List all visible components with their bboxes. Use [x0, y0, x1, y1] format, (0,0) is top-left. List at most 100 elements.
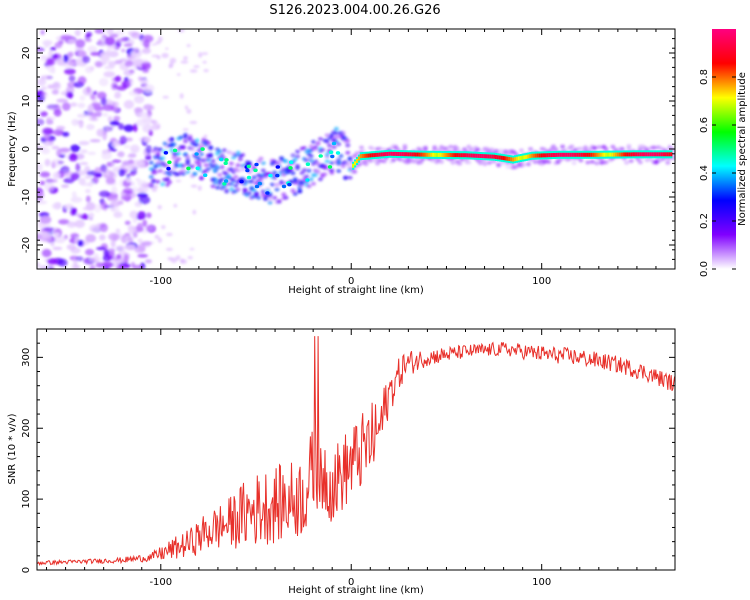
spectrogram-signal-blob [212, 177, 218, 182]
spectrogram-core-inner [462, 153, 465, 158]
spectrogram-core-inner [546, 153, 549, 158]
spectrogram-noise-blob [51, 89, 59, 95]
spectrogram-signal-blob [185, 158, 191, 162]
spectrogram-core-inner [356, 159, 359, 163]
spectrogram-signal-blob [340, 130, 346, 135]
spectrogram-noise-blob [202, 60, 207, 64]
spectrogram-noise-blob [128, 90, 138, 96]
spectrogram-core-inner [420, 152, 423, 157]
spectrogram-core-inner [607, 152, 610, 157]
spectrogram-noise-blob [190, 184, 198, 188]
spectrogram-noise-blob [151, 43, 158, 46]
spectrogram-core-inner [571, 152, 574, 157]
spectrogram-signal-blob [619, 146, 625, 151]
spectrogram-signal-blob [324, 139, 330, 144]
spectrogram-noise-blob [80, 149, 88, 154]
spectrogram-noise-blob [141, 48, 151, 54]
spectrogram-signal-blob [336, 169, 342, 173]
spectrogram-noise-blob [82, 55, 91, 64]
spectrogram-core-inner [664, 152, 667, 157]
spectrogram-noise-blob [167, 256, 173, 261]
spectrogram-noise-blob [94, 29, 105, 34]
figure-title: S126.2023.004.00.26.G26 [269, 3, 440, 18]
spectrogram-noise-blob [123, 124, 134, 132]
spectrogram-core-inner [573, 152, 576, 157]
spectrogram-signal-blob [482, 162, 488, 166]
spectrogram-noise-blob [183, 56, 188, 61]
spectrogram-core-inner [399, 152, 402, 157]
spectrogram-y-tick-label: 20 [21, 47, 32, 60]
spectrogram-signal-blob [637, 160, 643, 165]
spectrogram-bright-spot [331, 141, 337, 146]
spectrogram-signal-blob [628, 159, 634, 163]
spectrogram-noise-blob [95, 111, 102, 117]
spectrogram-signal-blob [295, 154, 300, 159]
spectrogram-noise-blob [132, 217, 138, 224]
spectrogram-noise-blob [98, 190, 111, 198]
spectrogram-signal-blob [240, 153, 246, 157]
spectrogram-noise-blob [119, 135, 127, 145]
spectrogram-core-inner [380, 152, 383, 157]
snr-x-ticks: -100 0 100 [46, 329, 676, 588]
spectrogram-signal-blob [224, 189, 230, 194]
spectrogram-noise-blob [39, 215, 52, 224]
spectrogram-noise-blob [52, 246, 63, 251]
spectrogram-noise-blob [193, 65, 200, 69]
spectrogram-bright-spot [194, 152, 199, 156]
spectrogram-signal-blob [219, 177, 225, 182]
spectrogram-signal-blob [247, 191, 252, 196]
spectrogram-noise-blob [197, 185, 202, 191]
spectrogram-noise-blob [68, 75, 76, 82]
spectrogram-noise-blob [60, 34, 73, 40]
spectrogram-bright-spot [223, 179, 229, 183]
spectrogram-noise-blob [115, 228, 121, 234]
spectrogram-signal-blob [185, 170, 191, 175]
spectrogram-noise-blob [154, 234, 160, 239]
spectrogram-noise-blob [66, 221, 77, 228]
spectrogram-noise-blob [165, 47, 169, 50]
spectrogram-signal-blob [546, 160, 552, 164]
spectrogram-signal-blob [432, 147, 438, 152]
spectrogram-noise-blob [91, 102, 102, 106]
spectrogram-signal-blob [324, 159, 330, 164]
spectrogram-noise-blob [103, 71, 116, 78]
spectrogram-signal-blob [477, 161, 483, 166]
spectrogram-noise-blob [137, 111, 148, 118]
spectrogram-core-inner [542, 153, 545, 158]
spectrogram-bright-spot [335, 151, 341, 155]
spectrogram-noise-blob [52, 82, 60, 89]
spectrogram-core-inner [378, 152, 381, 157]
spectrogram-noise-blob [106, 104, 113, 109]
spectrogram-signal-blob [329, 134, 335, 139]
spectrogram-signal-blob [169, 148, 175, 153]
spectrogram-noise-blob [97, 39, 102, 46]
spectrogram-bright-spot [288, 166, 293, 170]
spectrogram-core-inner [641, 152, 644, 157]
spectrogram-signal-blob [603, 146, 609, 151]
spectrogram-core-inner [559, 152, 562, 157]
spectrogram-noise-blob [74, 29, 81, 37]
spectrogram-signal-blob [578, 158, 584, 163]
spectrogram-noise-blob [169, 61, 174, 68]
spectrogram-noise-blob [41, 86, 47, 91]
spectrogram-signal-blob [256, 195, 262, 200]
spectrogram-core-inner [647, 152, 650, 157]
spectrogram-core-inner [483, 154, 486, 159]
spectrogram-noise-blob [189, 248, 195, 251]
spectrogram-bright-spot [257, 181, 262, 186]
spectrogram-signal-blob [468, 147, 474, 152]
spectrogram-signal-blob [295, 149, 300, 154]
spectrogram-signal-blob [235, 163, 241, 168]
spectrogram-noise-blob [56, 98, 69, 103]
colorbar-bar [712, 29, 736, 269]
spectrogram-noise-blob [37, 109, 43, 113]
spectrogram-core-inner [495, 155, 498, 159]
snr-series-line [37, 336, 675, 566]
spectrogram-bright-spot [245, 168, 250, 173]
spectrogram-noise-blob [52, 172, 61, 180]
spectrogram-signal-blob [178, 135, 184, 140]
spectrogram-core-inner [643, 152, 646, 157]
spectrogram-bright-spot [254, 162, 259, 167]
spectrogram-noise-blob [142, 39, 150, 48]
spectrogram-core-inner [432, 152, 435, 157]
